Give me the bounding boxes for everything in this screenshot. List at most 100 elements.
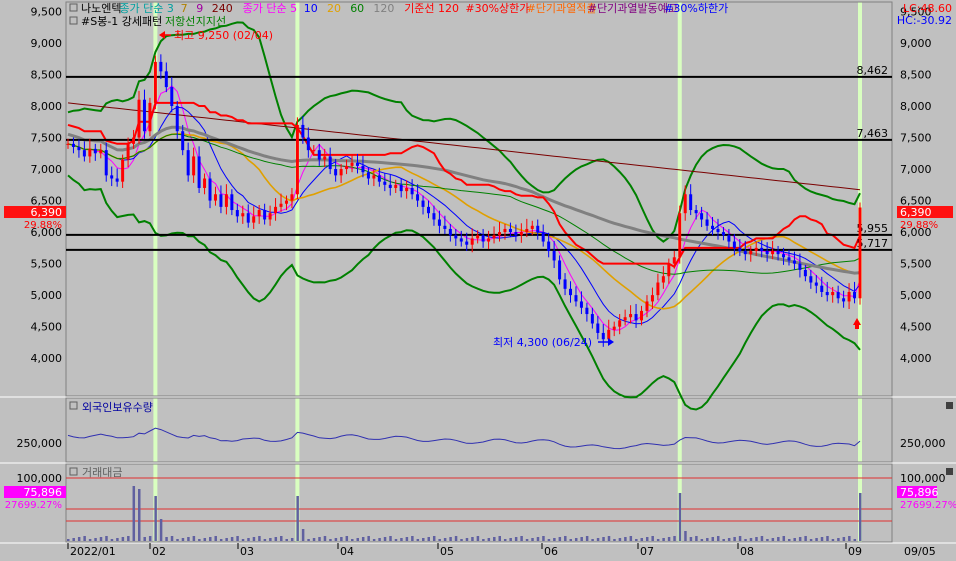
candle-body xyxy=(694,210,698,214)
price-tick-label: 8,500 xyxy=(900,68,932,81)
volume-bar xyxy=(323,536,327,541)
candle-body xyxy=(853,291,857,299)
volume-bar xyxy=(837,538,840,541)
ma-line-240 xyxy=(67,102,861,191)
price-tick-label: 6,500 xyxy=(900,195,932,208)
volume-bar xyxy=(394,539,398,541)
candle-body xyxy=(552,251,556,261)
price-tick-label: 5,500 xyxy=(900,258,932,271)
volume-tag-pct: 27699.27% xyxy=(900,500,956,511)
volume-tag-value: 75,896 xyxy=(24,486,63,499)
volume-bar xyxy=(192,536,196,541)
price-tick-label: 9,000 xyxy=(900,37,932,50)
price-tick-label: 6,000 xyxy=(900,226,932,239)
volume-bar xyxy=(225,538,228,541)
volume-bar xyxy=(361,537,365,541)
date-label: 03 xyxy=(240,545,254,558)
volume-bar xyxy=(443,538,447,541)
volume-bar xyxy=(771,538,775,541)
candle-body xyxy=(771,251,775,255)
volume-bar xyxy=(645,537,649,541)
volume-bar xyxy=(143,537,146,541)
candle-body xyxy=(629,314,633,318)
candle-body xyxy=(836,291,840,299)
volume-bar xyxy=(252,537,256,541)
volume-bar xyxy=(651,536,654,541)
candle-body xyxy=(345,165,349,170)
panel-toggle-icon[interactable] xyxy=(69,467,78,476)
volume-bar xyxy=(848,536,851,541)
volume-bar xyxy=(738,536,742,541)
low-annotation: 최저 4,300 (06/24) xyxy=(493,336,614,349)
candle-body xyxy=(377,175,381,182)
candle-body xyxy=(317,150,321,160)
candle-body xyxy=(448,228,452,236)
high-annotation: 최고 9,250 (02/04) xyxy=(159,29,273,42)
date-label: 06 xyxy=(544,545,558,558)
candle-body xyxy=(306,137,310,151)
candle-body xyxy=(399,184,403,192)
candle-body xyxy=(279,203,283,207)
volume-bar xyxy=(165,537,168,541)
candle-body xyxy=(334,169,338,176)
price-tag-value: 6,390 xyxy=(900,206,932,219)
volume-bar xyxy=(585,536,589,541)
candle-body xyxy=(126,143,130,160)
panel-frames xyxy=(0,1,956,544)
price-tick-label: 5,000 xyxy=(31,289,63,302)
volume-bar xyxy=(711,537,715,541)
candle-body xyxy=(650,295,654,302)
upper-band xyxy=(67,21,861,243)
panel-toggle-icon[interactable] xyxy=(69,401,78,410)
candle-body xyxy=(77,146,81,151)
investor-panel: 외국인보유수량 250,000 250,000 xyxy=(17,401,953,450)
candle-body xyxy=(148,102,152,132)
candle-body xyxy=(186,150,190,176)
bollinger-bands xyxy=(67,21,861,411)
candle-body xyxy=(426,206,430,214)
candle-body xyxy=(115,178,119,182)
price-tick-label: 4,000 xyxy=(31,352,63,365)
candle-body xyxy=(590,314,594,324)
volume-bar xyxy=(536,537,540,541)
low-arrow-icon xyxy=(608,338,614,346)
volume-bar xyxy=(673,536,676,541)
candle-body xyxy=(563,279,567,289)
price-tag-value: 6,390 xyxy=(31,206,63,219)
investor-panel-frame xyxy=(65,397,893,463)
candle-body xyxy=(612,326,616,330)
volume-bar xyxy=(520,536,523,541)
volume-bar xyxy=(766,539,769,541)
price-tick-label: 7,500 xyxy=(31,132,63,145)
candle-body xyxy=(470,238,474,245)
candle-body xyxy=(170,87,174,107)
volume-bar xyxy=(269,538,272,541)
candle-body xyxy=(416,194,420,201)
date-label: 2022/01 xyxy=(70,545,116,558)
volume-tick-right: 100,000 xyxy=(900,472,946,485)
price-tick-label: 4,500 xyxy=(900,321,932,334)
volume-bar xyxy=(695,536,698,541)
candle-body xyxy=(814,282,818,286)
volume-bar xyxy=(312,538,316,541)
candle-body xyxy=(738,247,742,252)
volume-bar xyxy=(662,538,665,541)
highlight-column xyxy=(295,2,300,542)
candle-body xyxy=(601,332,605,340)
volume-bar xyxy=(831,539,835,541)
candlesticks[interactable] xyxy=(66,54,862,347)
panel-close-icon[interactable] xyxy=(946,468,953,475)
ma-line-10 xyxy=(67,106,861,325)
volume-bar xyxy=(689,537,693,541)
candle-body xyxy=(481,235,485,242)
price-tag-pct: 29.88% xyxy=(24,220,62,231)
panel-close-icon[interactable] xyxy=(946,402,953,409)
volume-bar xyxy=(154,496,157,541)
candle-body xyxy=(213,194,217,201)
price-tag-pct: 29.88% xyxy=(900,220,938,231)
volume-bar xyxy=(296,496,299,541)
candle-body xyxy=(268,213,272,220)
candle-body xyxy=(508,228,512,233)
volume-bar xyxy=(405,537,409,541)
